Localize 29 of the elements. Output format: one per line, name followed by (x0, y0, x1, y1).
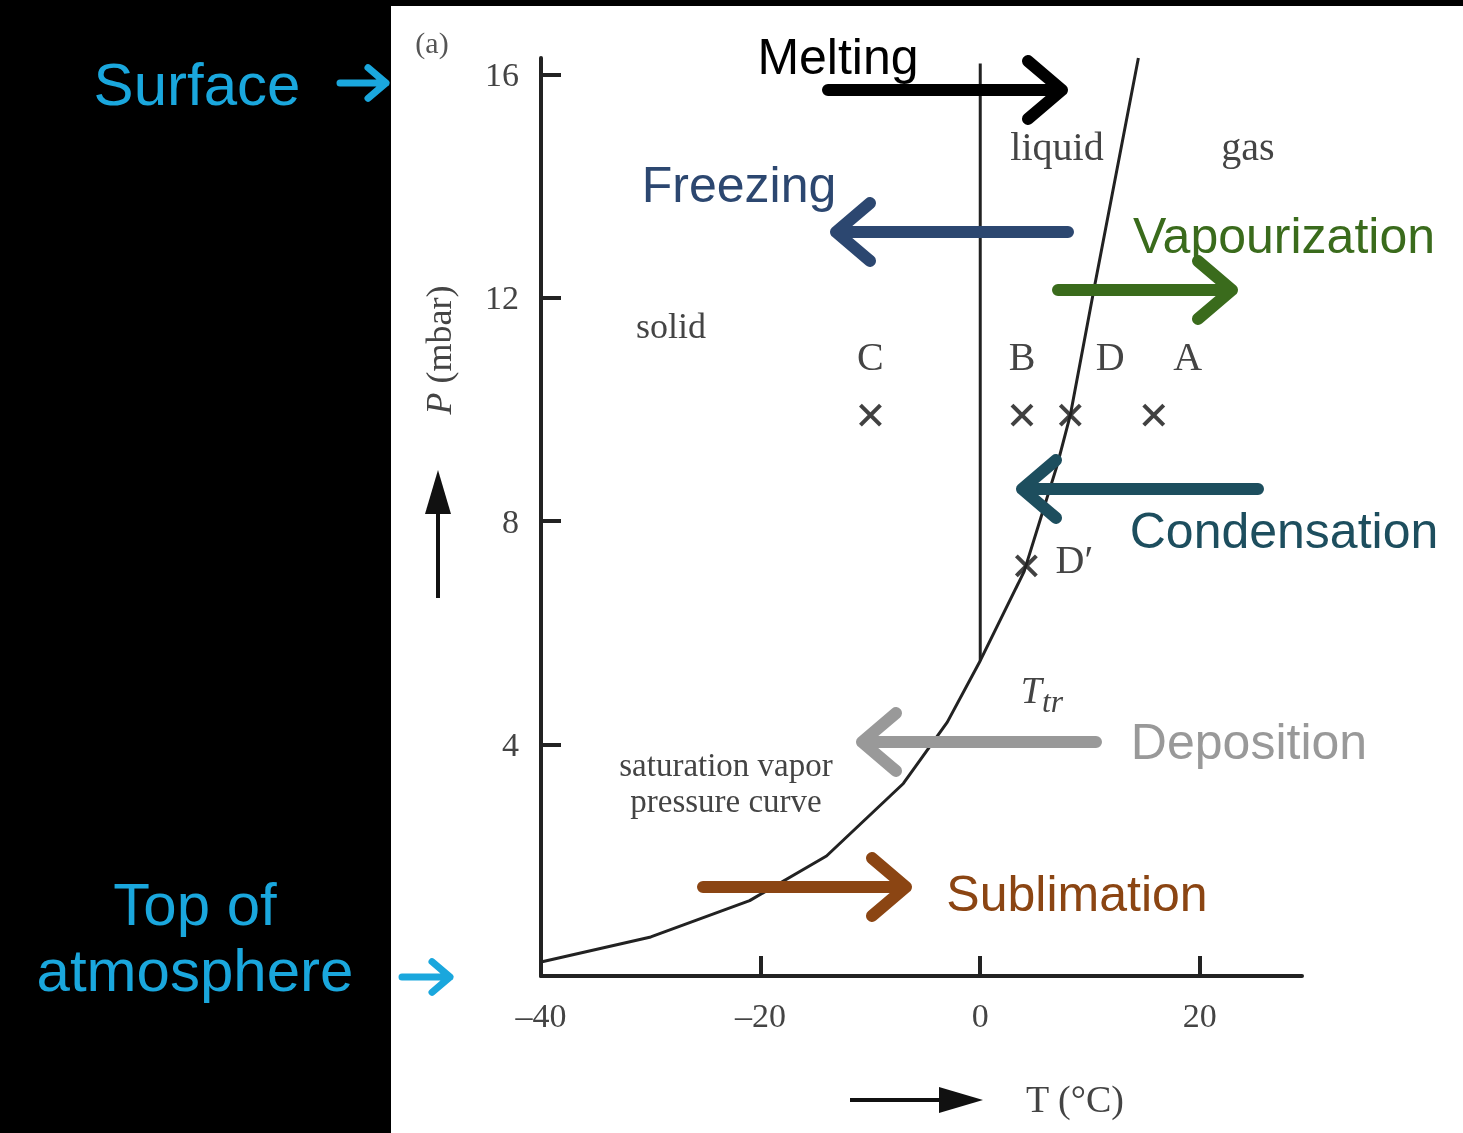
annotation: D (1095, 334, 1125, 380)
y-axis-title: P (mbar) (419, 285, 460, 415)
annotation: Melting (757, 28, 919, 85)
annotation: A (1173, 334, 1203, 380)
annotation: saturation vapor pressure curve (618, 746, 834, 820)
x-tick-label: –40 (514, 996, 567, 1034)
annotation: liquid (1010, 124, 1104, 169)
annotation: solid (635, 306, 707, 347)
annotation: C (857, 334, 884, 380)
annotation: Deposition (1130, 713, 1368, 770)
annotation: D′ (1055, 536, 1094, 582)
annotation: Condensation (1129, 502, 1439, 559)
x-axis-title: T (°C) (1026, 1078, 1124, 1121)
annotation: B (1008, 334, 1036, 380)
text: Top of atmosphere (35, 871, 355, 1004)
y-tick-label: 8 (502, 502, 519, 540)
text: (a) (415, 25, 449, 59)
x-tick-label: 20 (1182, 996, 1217, 1034)
x-tick-label: –20 (734, 996, 787, 1034)
y-tick-label: 16 (485, 56, 519, 94)
y-tick-label: 12 (485, 279, 519, 317)
annotation: Vapourization (1132, 207, 1436, 264)
text: Surface (93, 51, 301, 118)
y-tick-label: 4 (502, 725, 519, 763)
annotation: Sublimation (946, 865, 1208, 922)
x-tick-label: 0 (971, 996, 989, 1034)
annotation: T$_{tr}$ (1020, 669, 1064, 720)
annotation: Freezing (641, 156, 837, 213)
annotation: gas (1221, 124, 1275, 169)
